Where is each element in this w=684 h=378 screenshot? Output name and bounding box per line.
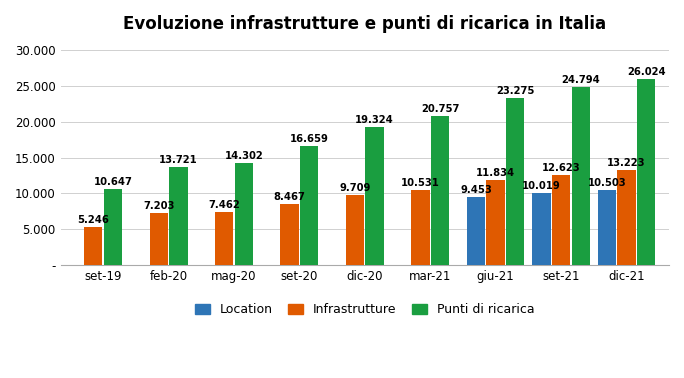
Bar [467, 197, 485, 265]
Text: 7.203: 7.203 [143, 201, 174, 211]
Text: 12.623: 12.623 [542, 163, 580, 173]
Bar [300, 146, 318, 265]
Bar [552, 175, 570, 265]
Bar [280, 204, 299, 265]
Bar [572, 87, 590, 265]
Bar [365, 127, 384, 265]
Text: 8.467: 8.467 [274, 192, 306, 202]
Text: 10.503: 10.503 [588, 178, 626, 188]
Text: 5.246: 5.246 [77, 215, 109, 225]
Text: 10.647: 10.647 [94, 177, 133, 187]
Bar [104, 189, 122, 265]
Bar [598, 190, 616, 265]
Bar [431, 116, 449, 265]
Bar [235, 163, 253, 265]
Bar [215, 212, 233, 265]
Text: 23.275: 23.275 [496, 86, 534, 96]
Text: 19.324: 19.324 [355, 115, 394, 125]
Text: 13.721: 13.721 [159, 155, 198, 165]
Text: 9.453: 9.453 [460, 185, 492, 195]
Text: 24.794: 24.794 [562, 75, 600, 85]
Text: 10.531: 10.531 [401, 178, 440, 187]
Text: 7.462: 7.462 [209, 200, 240, 209]
Legend: Location, Infrastrutture, Punti di ricarica: Location, Infrastrutture, Punti di ricar… [190, 298, 540, 321]
Text: 16.659: 16.659 [290, 134, 328, 144]
Bar [411, 190, 430, 265]
Text: 9.709: 9.709 [339, 183, 371, 194]
Bar [532, 193, 551, 265]
Bar [618, 170, 635, 265]
Bar [506, 98, 525, 265]
Text: 10.019: 10.019 [522, 181, 561, 191]
Bar [486, 180, 505, 265]
Title: Evoluzione infrastrutture e punti di ricarica in Italia: Evoluzione infrastrutture e punti di ric… [123, 15, 607, 33]
Text: 13.223: 13.223 [607, 158, 646, 168]
Text: 14.302: 14.302 [224, 150, 263, 161]
Bar [150, 214, 168, 265]
Text: 20.757: 20.757 [421, 104, 459, 114]
Bar [346, 195, 364, 265]
Bar [637, 79, 655, 265]
Bar [84, 228, 103, 265]
Bar [169, 167, 187, 265]
Text: 26.024: 26.024 [627, 67, 666, 77]
Text: 11.834: 11.834 [476, 168, 515, 178]
